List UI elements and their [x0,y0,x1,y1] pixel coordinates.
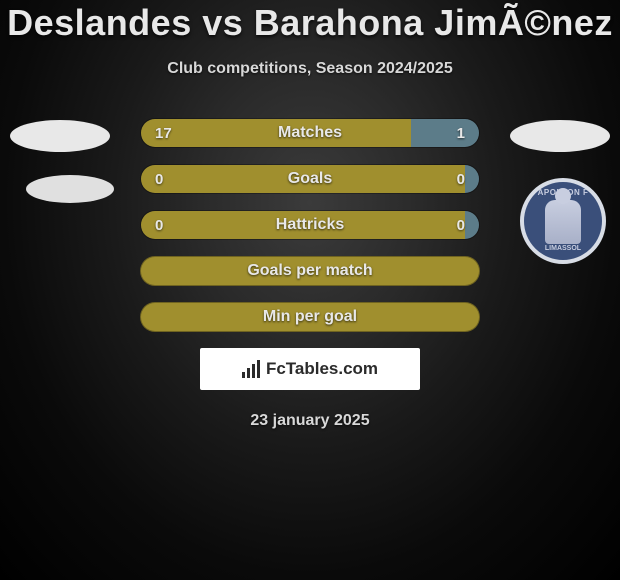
stat-left-value: 17 [141,119,411,147]
stat-right-value: 0 [465,211,479,239]
stat-row: 171 Matches [140,118,480,148]
bar-chart-icon [242,360,260,378]
date-text: 23 january 2025 [0,412,620,430]
logo-text: FcTables.com [266,359,378,379]
stat-row: Min per goal [140,302,480,332]
stat-label: Goals [288,170,332,188]
stat-right-value: 1 [411,119,479,147]
stat-label: Hattricks [276,216,344,234]
source-logo: FcTables.com [200,348,420,390]
stat-row: 00Hattricks [140,210,480,240]
page-title: Deslandes vs Barahona JimÃ©nez [0,0,620,44]
stat-right-value: 0 [465,165,479,193]
stat-row: 00Goals [140,164,480,194]
stats-container: 171Matches00Goals00HattricksGoals per ma… [0,118,620,332]
stat-row: Goals per match [140,256,480,286]
stat-label: Matches [278,124,342,142]
subtitle: Club competitions, Season 2024/2025 [0,60,620,78]
